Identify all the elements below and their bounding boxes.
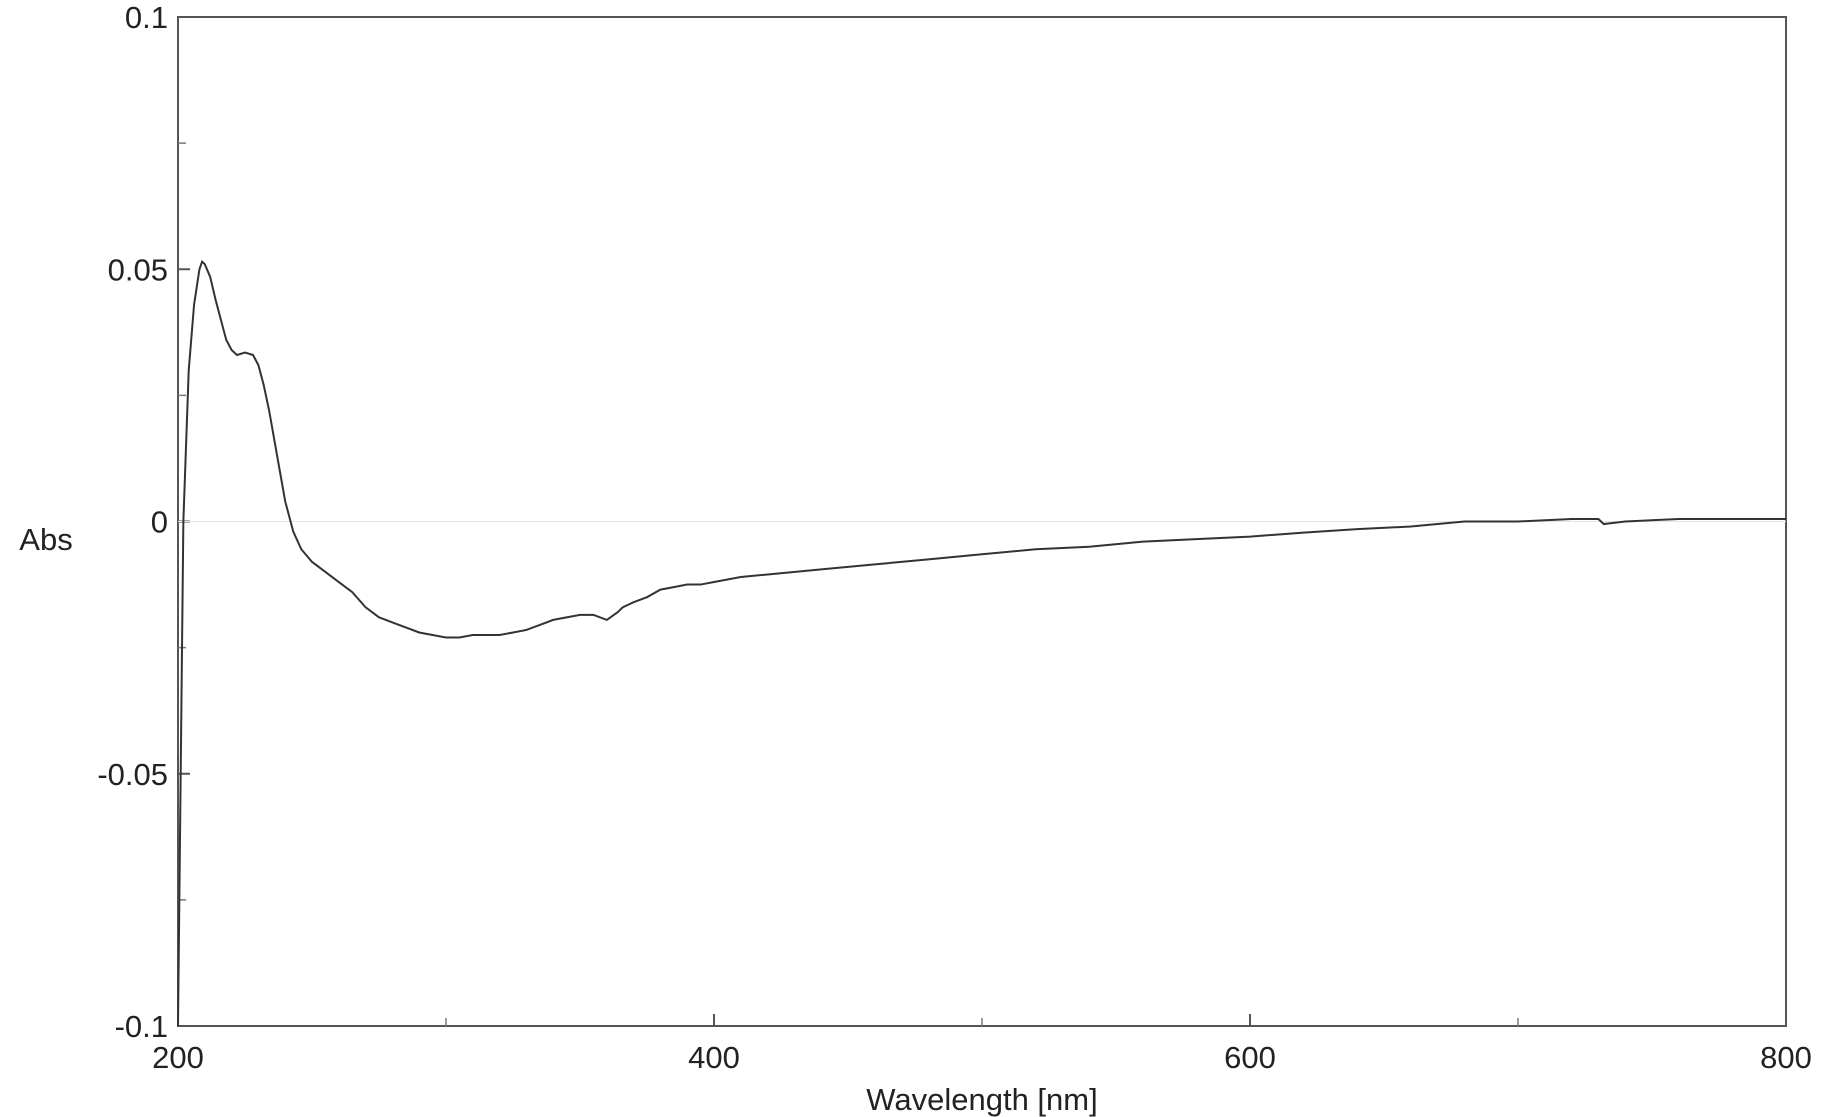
series-line — [177, 259, 1786, 1027]
y-tick-label: 0 — [151, 505, 168, 540]
y-tick-label: -0.1 — [115, 1009, 168, 1044]
x-tick-label: 800 — [1760, 1040, 1812, 1075]
ticks-layer — [177, 16, 1787, 1027]
tick-labels-layer: 200 400 600 800 0.1 0.05 0 -0.05 -0.1 — [97, 0, 1812, 1075]
x-tick-label: 200 — [152, 1040, 204, 1075]
x-tick-label: 600 — [1224, 1040, 1276, 1075]
x-tick-label: 400 — [688, 1040, 740, 1075]
y-tick-label: -0.05 — [97, 757, 168, 792]
y-tick-label: 0.05 — [108, 252, 168, 287]
y-axis-title: Abs — [19, 522, 72, 557]
x-axis-title: Wavelength [nm] — [866, 1082, 1097, 1117]
y-tick-label: 0.1 — [125, 0, 168, 35]
